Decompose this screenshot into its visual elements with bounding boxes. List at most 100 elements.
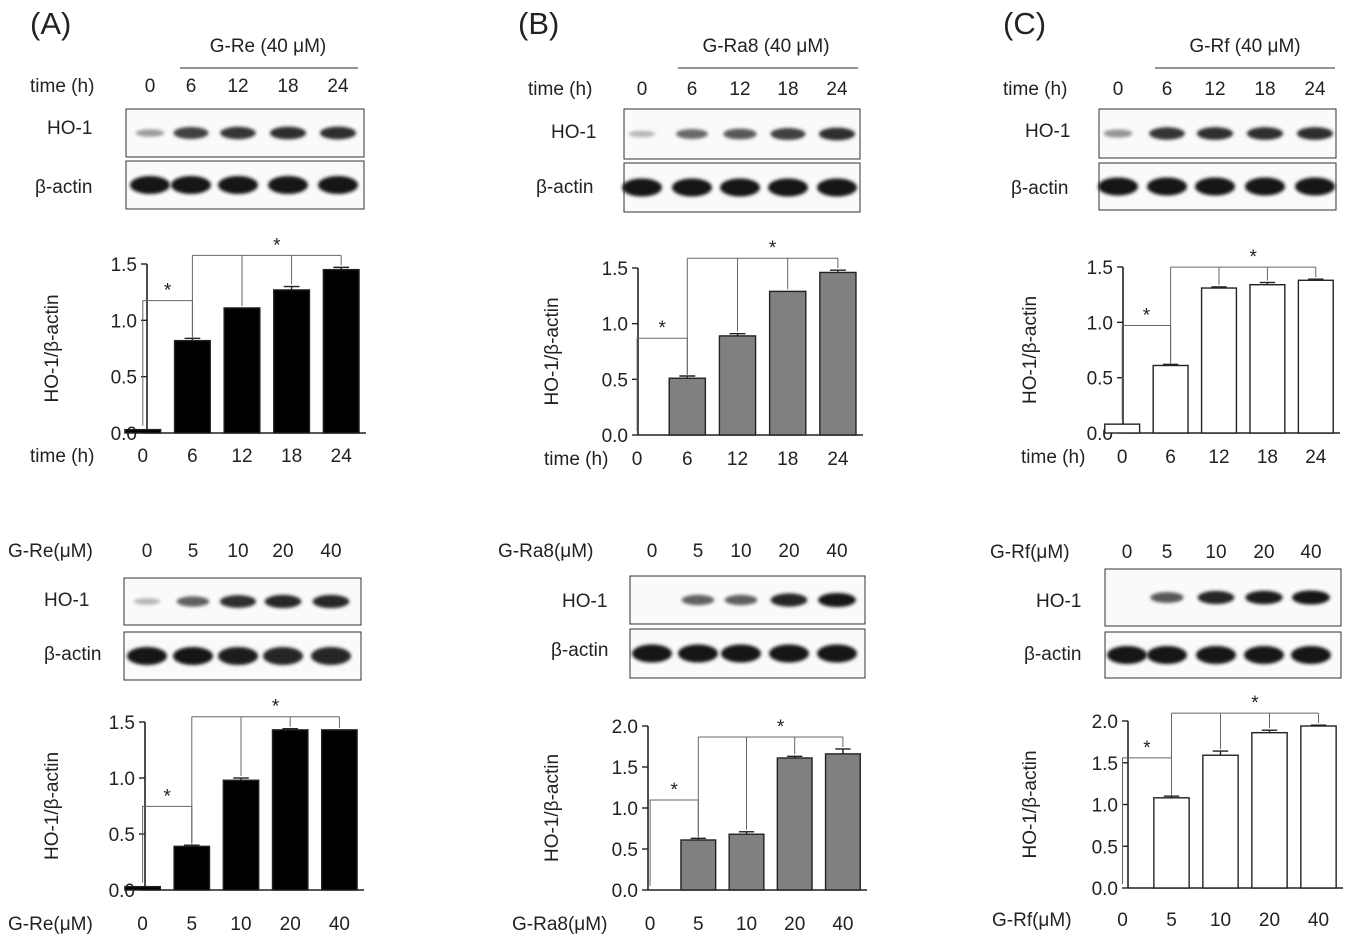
- chart-a-time-bar: [322, 268, 360, 434]
- panel-label: (A): [30, 6, 71, 41]
- chart-a-dose-bar: [222, 779, 260, 891]
- panel-b-dose-band: [678, 644, 718, 663]
- lane-label: 0: [145, 76, 156, 97]
- lane-label: 10: [227, 541, 248, 562]
- lane-label: 0: [637, 79, 648, 100]
- panel-a-time-band: [135, 129, 165, 137]
- chart-b-dose-sig-star: *: [777, 717, 785, 738]
- chart-b-time-x-tick-label: 6: [682, 449, 693, 470]
- panel-c-time-band: [1195, 177, 1235, 196]
- panel-c-time-band: [1196, 127, 1234, 140]
- chart-b-time-x-tick-label: 0: [632, 449, 643, 470]
- panel-b-dose-band: [721, 644, 761, 663]
- chart-a-dose-bar: [173, 845, 211, 891]
- chart-c-dose-x-tick-label: 0: [1117, 910, 1128, 931]
- panel-a-time-band: [318, 176, 358, 194]
- chart-c-dose-y-tick-label: 1.5: [1092, 754, 1118, 775]
- chart-a-time-x-tick-label: 12: [231, 446, 252, 467]
- chart-c-dose-sig-star: *: [1251, 693, 1259, 714]
- panel-c-time-band: [1246, 127, 1284, 140]
- chart-b-time-y-tick-label: 0.5: [602, 370, 628, 391]
- lane-axis-label: G-Rf(μM): [990, 542, 1070, 563]
- chart-a-time-x-tick-label: 6: [187, 446, 198, 467]
- chart-b-time-sig-star: *: [658, 318, 666, 339]
- chart-a-time-bar: [273, 289, 311, 434]
- chart-b-dose-bar: [728, 833, 765, 891]
- chart-a-time-y-label: HO-1/β-actin: [42, 294, 63, 402]
- lane-label: 12: [227, 76, 248, 97]
- panel-a-time-row-label: β-actin: [35, 177, 92, 198]
- lane-label: 0: [1113, 79, 1124, 100]
- chart-b-dose-y-tick-label: 1.0: [612, 799, 638, 820]
- panel-a-time-band: [319, 126, 357, 140]
- chart-c-dose-x-tick-label: 20: [1259, 910, 1280, 931]
- panel-c: (C) G-Rf (40 μM) time (h) 0 6 12 18 24 HO-1 β-act…: [990, 6, 1342, 679]
- panel-b-time-row-label: HO-1: [551, 122, 596, 143]
- chart-b-dose-y-tick-label: 2.0: [612, 717, 638, 738]
- panel-a-dose-band: [264, 594, 302, 609]
- chart-c-time-bar: [1104, 423, 1141, 434]
- panel-a-time-band: [171, 176, 211, 194]
- panel-b: (B) G-Ra8 (40 μM) time (h) 0 6 12 18 24 HO-1 β-ac…: [498, 6, 866, 679]
- chart-a-time: 0.0 0.5 1.0 1.5 HO-1/β-actin 0 6 12 18 24 time (h)…: [30, 235, 366, 467]
- chart-b-dose-y-tick-label: 0.5: [612, 840, 638, 861]
- chart-c-dose-bar: [1300, 725, 1337, 889]
- panel-c-time-band: [1098, 177, 1138, 196]
- panel-a-time-band: [173, 127, 209, 139]
- panel-b-time-band: [817, 178, 857, 197]
- chart-c-dose-sig-star: *: [1143, 738, 1151, 759]
- chart-a-dose-x-tick-label: 20: [280, 914, 301, 935]
- panel-c-dose-band: [1150, 592, 1184, 603]
- chart-b-dose-x-label: G-Ra8(μM): [512, 914, 607, 935]
- chart-a-dose-bar: [124, 885, 162, 891]
- chart-c-dose-bar: [1202, 754, 1239, 889]
- panel-b-time-blot: G-Ra8 (40 μM) time (h) 0 6 12 18 24 HO-1 β-actin: [528, 36, 861, 213]
- chart-a-dose-x-tick-label: 40: [329, 914, 350, 935]
- panel-b-dose-band: [770, 593, 808, 607]
- panel-c-dose-row-label: β-actin: [1024, 644, 1081, 665]
- chart-b-time-x-tick-label: 12: [727, 449, 748, 470]
- lane-axis-label: time (h): [30, 76, 94, 97]
- chart-b-time-bar: [819, 271, 857, 436]
- chart-b-time-bar: [718, 335, 757, 436]
- lane-label: 40: [320, 541, 341, 562]
- panel-b-time-row-label: β-actin: [536, 177, 593, 198]
- panel-c-time-band: [1245, 177, 1285, 196]
- panel-a-dose-band: [173, 647, 213, 665]
- chart-b-time-x-tick-label: 24: [827, 449, 849, 470]
- lane-label: 20: [272, 541, 293, 562]
- lane-label: 10: [730, 541, 751, 562]
- lane-label: 20: [778, 541, 799, 562]
- panel-a-time-band: [220, 126, 256, 140]
- chart-a-dose-y-label: HO-1/β-actin: [42, 752, 63, 860]
- chart-a-dose: 0.0 0.5 1.0 1.5 HO-1/β-actin 0 5 10 20 40 G-Re(μM)…: [8, 697, 364, 935]
- lane-label: 6: [687, 79, 698, 100]
- lane-label: 5: [188, 541, 199, 562]
- panel-c-dose-blot: G-Rf(μM) 0 5 10 20 40 HO-1 β-actin: [990, 542, 1342, 679]
- panel-c-time-band: [1296, 127, 1334, 140]
- chart-c-time-x-tick-label: 0: [1117, 447, 1128, 468]
- panel-a-time-band: [130, 176, 170, 194]
- panel-a-time-blot: G-Re (40 μM) time (h) 0 6 12 18 24 HO-1 β-actin: [30, 36, 365, 210]
- panel-c-dose-band: [1245, 590, 1283, 605]
- chart-b-time-sig-star: *: [769, 238, 777, 259]
- chart-c-dose-y-label: HO-1/β-actin: [1020, 750, 1041, 858]
- chart-b-dose-bar: [680, 839, 717, 891]
- lane-axis-label: G-Re(μM): [8, 541, 93, 562]
- panel-b-dose-band: [818, 593, 856, 607]
- chart-b-dose-bar: [824, 753, 861, 891]
- chart-c-time-sig-star: *: [1143, 305, 1151, 326]
- chart-c-dose-y-tick-label: 1.0: [1092, 796, 1118, 817]
- panel-b-time-band: [723, 128, 757, 140]
- chart-a-time-x-tick-label: 0: [138, 446, 149, 467]
- chart-a-time-bar: [223, 307, 261, 434]
- panel-a-dose-row-label: β-actin: [44, 644, 101, 665]
- lane-label: 40: [826, 541, 847, 562]
- lane-label: 12: [1204, 79, 1225, 100]
- chart-c-time-y-tick-label: 1.5: [1087, 258, 1113, 279]
- lane-label: 18: [1254, 79, 1275, 100]
- chart-c-time-bar: [1200, 287, 1238, 434]
- panel-a-dose-blot: G-Re(μM) 0 5 10 20 40 HO-1 β-actin: [8, 541, 362, 681]
- lane-label: 6: [1162, 79, 1173, 100]
